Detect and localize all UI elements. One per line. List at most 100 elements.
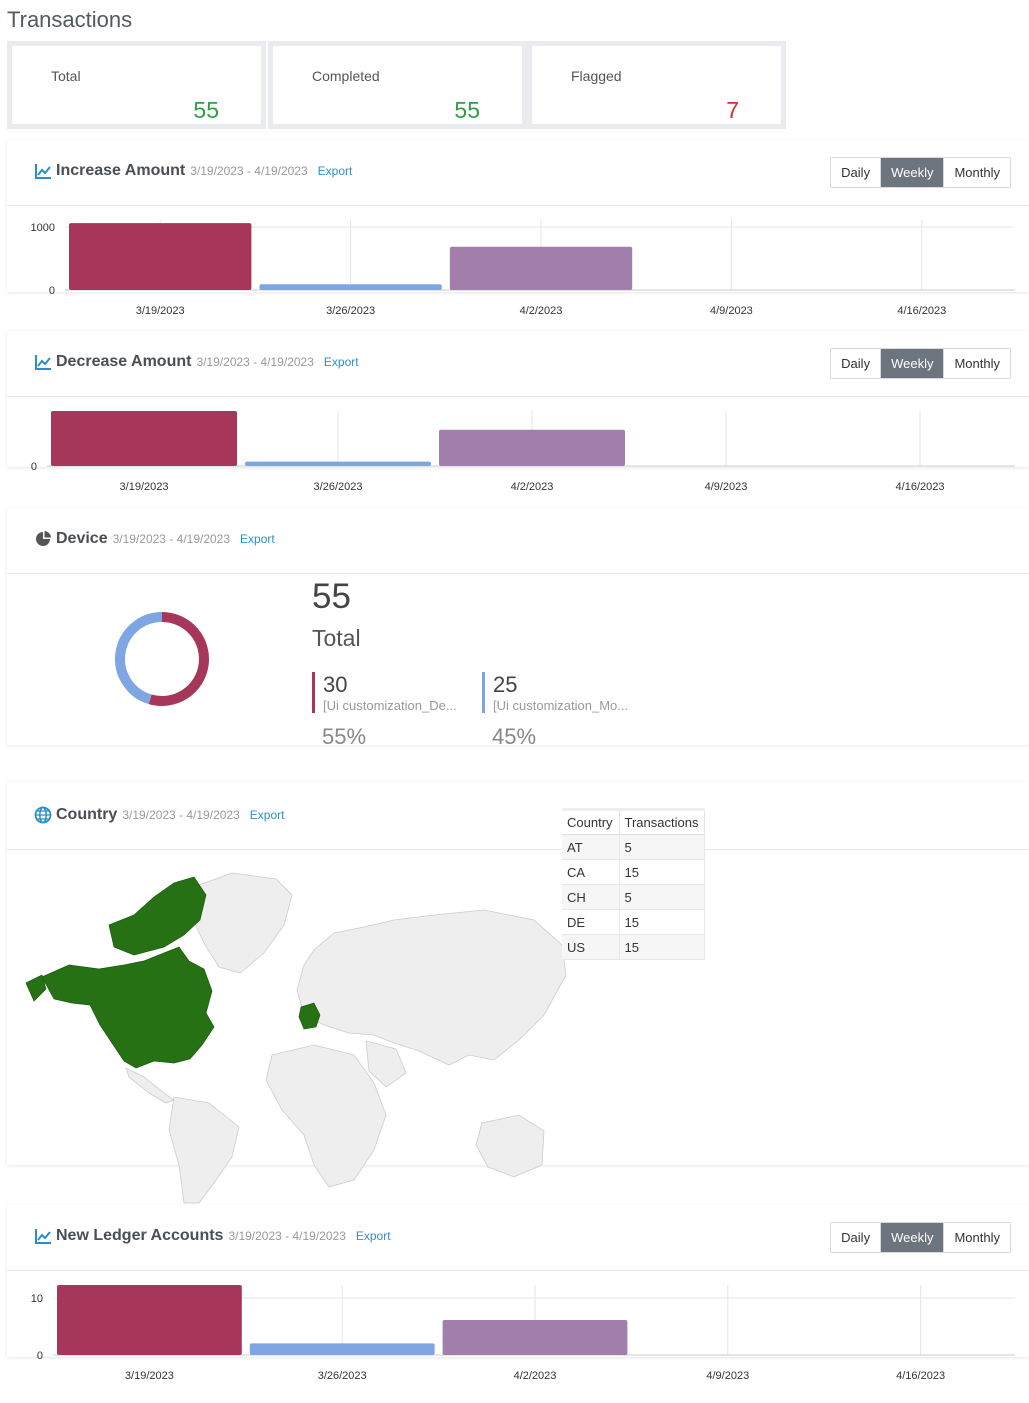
date-range: 3/19/2023 - 4/19/2023 [112,532,231,546]
map-region-greenland [189,872,293,974]
cell-transactions: 15 [619,909,705,935]
x-tick-label: 4/16/2023 [897,305,946,317]
map-region-eurasia [296,909,567,1066]
map-region-alaska-islands [25,974,47,1002]
daily-button[interactable]: Daily [831,158,882,187]
bar [69,223,252,290]
cell-country: CA [562,859,620,885]
ledger-bar-chart: 10 0 3/19/2023 3/26/2023 4/2/2023 4/9/2023 4/1… [31,1285,1015,1382]
panel-title: Device [56,530,108,547]
cell-country: AT [562,834,620,860]
cell-transactions: 15 [619,859,705,885]
legend-item-desktop: 30 [Ui customization_De... [312,672,472,713]
daily-button[interactable]: Daily [831,349,882,378]
x-tick-label: 3/26/2023 [314,481,363,493]
map-region-central-america [125,1067,175,1104]
panel-title: Increase Amount [56,162,186,179]
cell-country: DE [562,909,620,935]
stat-completed: Completed 55 [268,41,527,129]
x-tick-label: 4/16/2023 [896,1370,945,1382]
y-tick-label: 0 [37,1350,43,1362]
monthly-button[interactable]: Monthly [944,158,1010,187]
bar [245,461,431,466]
table-row: CA 15 [562,859,705,885]
panel-title: Decrease Amount [56,353,192,370]
bar [249,1343,435,1355]
donut-slice [115,612,163,705]
y-tick-label: 0 [31,461,37,473]
y-tick-label: 0 [49,285,55,297]
stat-value: 7 [726,97,739,123]
stat-total: Total 55 [7,41,266,129]
x-tick-label: 4/2/2023 [514,1370,557,1382]
map-region-australia [475,1114,545,1178]
bar [51,411,237,466]
x-tick-label: 4/2/2023 [511,481,554,493]
country-table: Country Transactions AT 5 CA 15 CH 5 DE … [562,808,705,960]
device-donut-chart [115,612,209,706]
decrease-bar-chart: 0 3/19/2023 3/26/2023 4/2/2023 4/9/2023 4/16/… [31,411,1015,493]
legend-name: [Ui customization_De... [323,698,457,713]
export-link[interactable]: Export [323,355,359,369]
cell-transactions: 5 [619,834,705,860]
legend-name: [Ui customization_Mo... [493,698,629,713]
cell-country: US [562,934,620,960]
export-link[interactable]: Export [317,164,353,178]
monthly-button[interactable]: Monthly [944,1223,1010,1252]
date-range: 3/19/2023 - 4/19/2023 [122,808,240,822]
new-ledger-accounts-panel: New Ledger Accounts 3/19/2023 - 4/19/202… [7,1205,1029,1382]
line-chart-icon [34,353,52,371]
date-range: 3/19/2023 - 4/19/2023 [196,355,314,369]
x-tick-label: 4/2/2023 [520,305,563,317]
x-tick-label: 3/26/2023 [318,1370,367,1382]
period-toggle: Daily Weekly Monthly [830,348,1011,379]
monthly-button[interactable]: Monthly [944,349,1010,378]
bar [442,1320,628,1355]
period-toggle: Daily Weekly Monthly [830,157,1011,188]
table-row: US 15 [562,934,705,960]
x-tick-label: 4/9/2023 [706,1370,749,1382]
legend-count: 25 [493,672,518,697]
page-title: Transactions [7,7,133,32]
x-tick-label: 4/9/2023 [705,481,748,493]
world-map [25,872,567,1204]
weekly-button[interactable]: Weekly [881,1223,945,1252]
export-link[interactable]: Export [240,532,275,546]
column-header-transactions[interactable]: Transactions [619,808,705,835]
x-tick-label: 3/26/2023 [326,305,375,317]
export-link[interactable]: Export [355,1229,391,1243]
column-header-country[interactable]: Country [562,808,620,835]
bar [439,429,625,466]
bar [449,246,633,290]
table-row: AT 5 [562,834,705,860]
device-total-label: Total [312,625,361,651]
bar [57,1285,242,1355]
increase-amount-panel: Increase Amount 3/19/2023 - 4/19/2023 Ex… [7,140,1029,317]
cell-transactions: 15 [619,934,705,960]
line-chart-icon [34,162,52,180]
y-tick-label: 10 [31,1293,43,1305]
map-region-canada-us [41,946,215,1069]
export-link[interactable]: Export [249,808,285,822]
cell-country: CH [562,884,620,910]
x-tick-label: 3/19/2023 [125,1370,174,1382]
period-toggle: Daily Weekly Monthly [830,1222,1011,1253]
stat-label: Completed [312,68,380,84]
weekly-button[interactable]: Weekly [881,349,945,378]
date-range: 3/19/2023 - 4/19/2023 [228,1229,346,1243]
weekly-button[interactable]: Weekly [881,158,945,187]
decrease-amount-panel: Decrease Amount 3/19/2023 - 4/19/2023 Ex… [7,331,1029,493]
stat-value: 55 [193,97,219,123]
x-tick-label: 4/9/2023 [710,305,753,317]
device-total-value: 55 [312,577,351,616]
map-region-de-ch-at [298,1002,321,1030]
map-region-africa [265,1044,387,1188]
map-region-south-america [168,1096,240,1204]
table-row: DE 15 [562,909,705,935]
legend-count: 30 [323,672,348,697]
increase-bar-chart: 1000 0 3/19/2023 3/26/2023 4/2/2023 4/9/2023 4… [31,220,1015,317]
x-tick-label: 4/16/2023 [896,481,945,493]
y-tick-label: 1000 [31,222,55,234]
date-range: 3/19/2023 - 4/19/2023 [190,164,308,178]
daily-button[interactable]: Daily [831,1223,882,1252]
